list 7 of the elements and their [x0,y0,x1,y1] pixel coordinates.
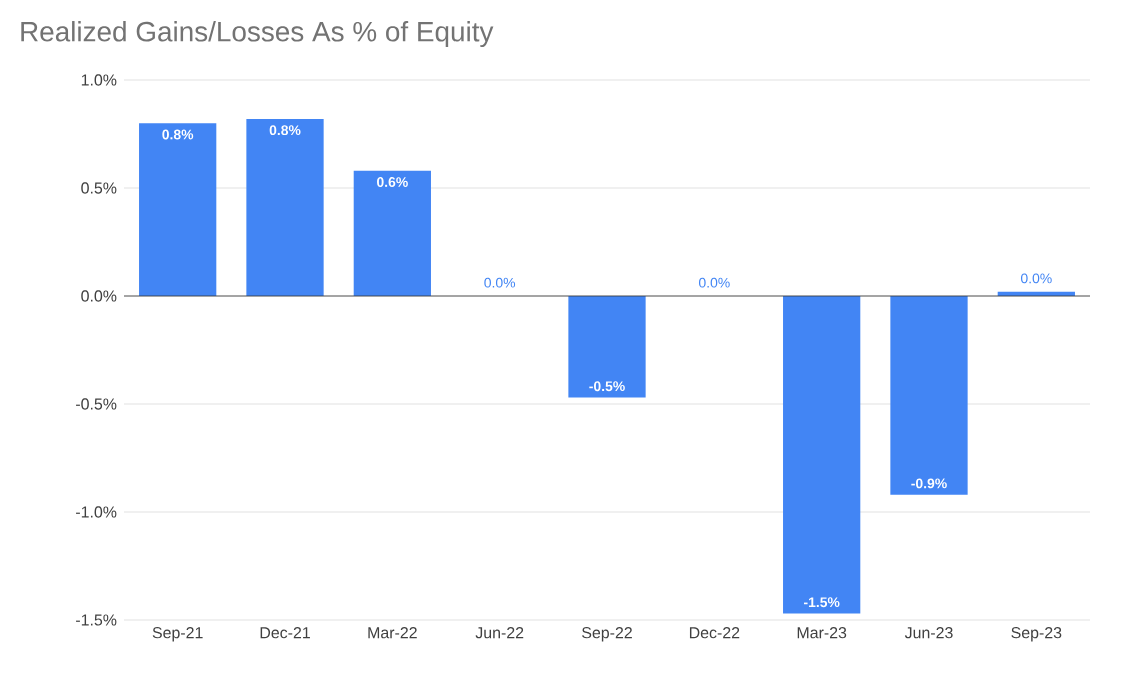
bar [783,296,861,614]
bar [139,123,217,296]
bar [246,118,324,296]
bar [353,170,431,296]
bar [568,296,646,398]
chart-title: Realized Gains/Losses As % of Equity [21,21,494,48]
bar [890,296,968,495]
